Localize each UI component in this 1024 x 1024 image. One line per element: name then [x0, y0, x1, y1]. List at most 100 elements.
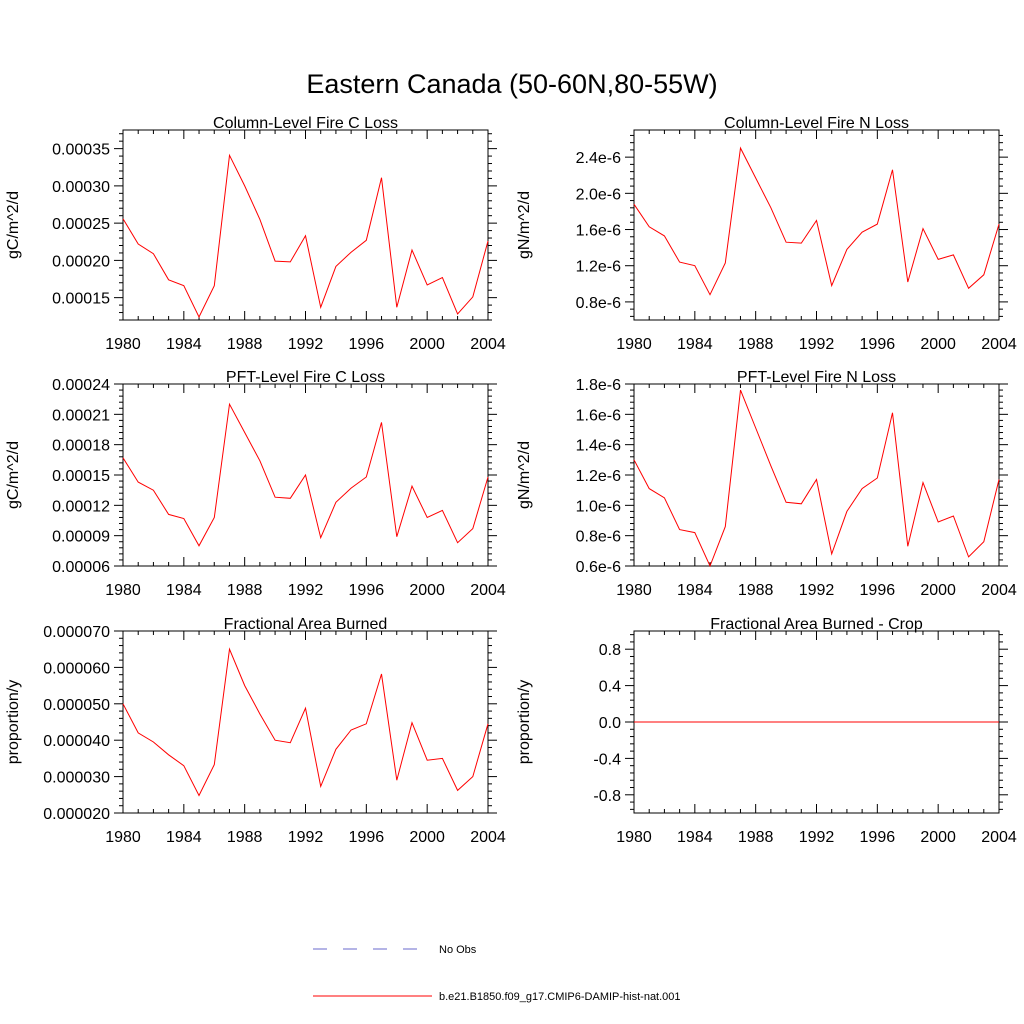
y-axis-label: gN/m^2/d [516, 441, 533, 509]
panel-title: PFT-Level Fire N Loss [737, 369, 896, 386]
x-tick-label: 1984 [166, 829, 202, 846]
y-tick-label: 0.00012 [52, 498, 110, 515]
panel-title: Fractional Area Burned [224, 616, 388, 633]
x-tick-label: 1992 [799, 336, 835, 353]
y-tick-label: 0.00030 [52, 179, 110, 196]
x-tick-label: 1996 [349, 829, 385, 846]
y-tick-label: 1.2e-6 [576, 259, 621, 276]
y-tick-label: 0.00020 [52, 253, 110, 270]
x-tick-label: 1996 [860, 582, 896, 599]
y-tick-label: 0.000040 [43, 733, 110, 750]
y-tick-label: 2.4e-6 [576, 150, 621, 167]
x-tick-label: 2004 [981, 582, 1017, 599]
series-line [122, 402, 489, 547]
x-tick-label: 1984 [677, 336, 713, 353]
x-tick-label: 1988 [227, 336, 263, 353]
panel-frame [633, 129, 1000, 321]
y-axis-label: proportion/y [5, 680, 22, 765]
y-tick-label: -0.8 [593, 788, 621, 805]
y-tick-label: 0.00015 [52, 468, 110, 485]
x-tick-label: 1980 [105, 829, 141, 846]
x-tick-label: 1992 [288, 336, 324, 353]
x-tick-label: 1988 [738, 582, 774, 599]
x-tick-label: 2000 [920, 582, 956, 599]
x-tick-label: 1988 [227, 829, 263, 846]
panel-frame [633, 383, 1000, 567]
legend-no-obs-label: No Obs [439, 944, 477, 956]
y-tick-label: 0.000070 [43, 624, 110, 641]
x-tick-label: 1980 [105, 336, 141, 353]
panel-frame [122, 129, 489, 321]
x-tick-label: 1996 [349, 336, 385, 353]
x-tick-label: 2000 [920, 829, 956, 846]
x-tick-label: 1984 [166, 336, 202, 353]
y-tick-label: 0.000050 [43, 697, 110, 714]
x-tick-label: 1992 [288, 582, 324, 599]
panel-title: PFT-Level Fire C Loss [226, 369, 385, 386]
figure-title: Eastern Canada (50-60N,80-55W) [306, 69, 717, 99]
y-tick-label: 0.000030 [43, 770, 110, 787]
panel-2: 1980 1984 1988 1992 1996 2000 2004 0.8e-6 1.2e-6… [516, 115, 1017, 353]
y-axis-label: gC/m^2/d [5, 441, 22, 509]
x-tick-label: 1980 [105, 582, 141, 599]
panel-3: 1980 1984 1988 1992 1996 2000 2004 0.00006 0.000… [5, 369, 506, 599]
series-line [633, 146, 1000, 296]
x-tick-label: 2004 [470, 829, 506, 846]
y-tick-label: 1.8e-6 [576, 377, 621, 394]
panel-title: Fractional Area Burned - Crop [710, 616, 923, 633]
y-axis-label: gN/m^2/d [516, 191, 533, 259]
x-tick-label: 2004 [470, 582, 506, 599]
x-tick-label: 2000 [409, 829, 445, 846]
x-tick-label: 2004 [470, 336, 506, 353]
panel-1: 1980 1984 1988 1992 1996 2000 2004 0.00015 0.000… [5, 115, 506, 353]
x-tick-label: 1988 [738, 336, 774, 353]
x-tick-label: 1992 [799, 582, 835, 599]
series-line [633, 389, 1000, 568]
y-tick-label: 0.000060 [43, 660, 110, 677]
x-tick-label: 1984 [677, 829, 713, 846]
y-tick-label: 0.00018 [52, 438, 110, 455]
y-tick-label: 0.00015 [52, 291, 110, 308]
x-tick-label: 1988 [738, 829, 774, 846]
y-tick-label: 1.2e-6 [576, 468, 621, 485]
y-tick-label: 0.000020 [43, 806, 110, 823]
series-line [122, 647, 489, 797]
x-tick-label: 2004 [981, 336, 1017, 353]
x-tick-label: 2004 [981, 829, 1017, 846]
y-tick-label: 0.4 [599, 679, 621, 696]
y-tick-label: 0.00035 [52, 142, 110, 159]
y-tick-label: 0.00024 [52, 377, 110, 394]
y-tick-label: 0.0 [599, 715, 621, 732]
y-tick-label: 0.6e-6 [576, 559, 621, 576]
x-tick-label: 2000 [409, 336, 445, 353]
panels: 1980 1984 1988 1992 1996 2000 2004 0.00015 0.000… [5, 115, 1017, 846]
x-tick-label: 1992 [799, 829, 835, 846]
legend-model-label: b.e21.B1850.f09_g17.CMIP6-DAMIP-hist-nat… [439, 991, 681, 1003]
y-tick-label: 0.00021 [52, 407, 110, 424]
y-tick-label: 1.0e-6 [576, 498, 621, 515]
y-axis-label: gC/m^2/d [5, 191, 22, 259]
y-axis-label: proportion/y [516, 680, 533, 765]
panel-title: Column-Level Fire C Loss [213, 115, 398, 132]
y-tick-label: 0.00025 [52, 216, 110, 233]
series-line [122, 153, 489, 319]
x-tick-label: 1992 [288, 829, 324, 846]
x-tick-label: 1980 [616, 582, 652, 599]
x-tick-label: 2000 [920, 336, 956, 353]
panel-title: Column-Level Fire N Loss [724, 115, 909, 132]
y-tick-label: 1.6e-6 [576, 223, 621, 240]
y-tick-label: 0.8e-6 [576, 295, 621, 312]
y-tick-label: 0.8 [599, 642, 621, 659]
x-tick-label: 1996 [860, 829, 896, 846]
panel-6: 1980 1984 1988 1992 1996 2000 2004 -0.8 -0.4 0.0 0… [516, 616, 1017, 846]
y-tick-label: 0.00009 [52, 529, 110, 546]
x-tick-label: 1984 [166, 582, 202, 599]
panel-frame [122, 630, 489, 814]
x-tick-label: 2000 [409, 582, 445, 599]
y-tick-label: 1.6e-6 [576, 407, 621, 424]
y-tick-label: 1.4e-6 [576, 438, 621, 455]
x-tick-label: 1980 [616, 336, 652, 353]
x-tick-label: 1996 [349, 582, 385, 599]
y-tick-label: 0.00006 [52, 559, 110, 576]
